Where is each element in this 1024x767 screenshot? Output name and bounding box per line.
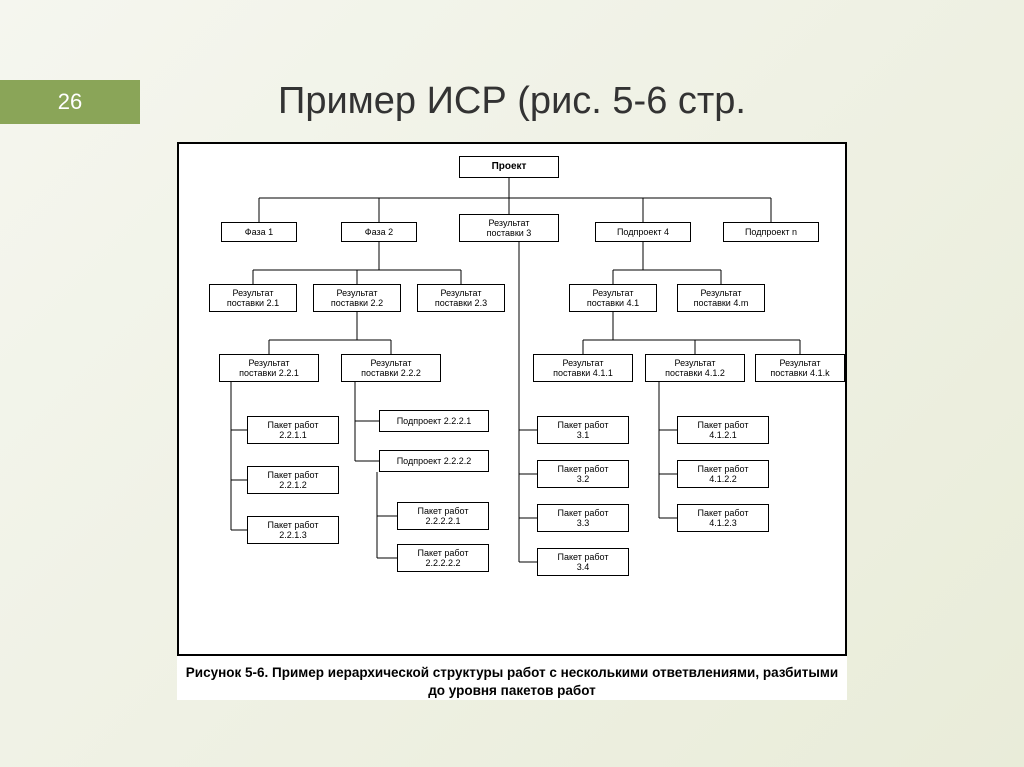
wbs-node-r41: Результат поставки 4.1	[569, 284, 657, 312]
wbs-node-p33: Пакет работ 3.3	[537, 504, 629, 532]
page-background: 26 Пример ИСР (рис. 5-6 стр. ПроектФаза …	[0, 0, 1024, 767]
wbs-node-p2211: Пакет работ 2.2.1.1	[247, 416, 339, 444]
wbs-node-root: Проект	[459, 156, 559, 178]
wbs-node-r41k: Результат поставки 4.1.k	[755, 354, 845, 382]
wbs-node-res3: Результат поставки 3	[459, 214, 559, 242]
diagram-container: Проект Фаза 1 Фаза 2 Результат поставки 3 По…	[177, 142, 847, 700]
wbs-node-r22: Результат поставки 2.2	[313, 284, 401, 312]
wbs-node-p34: Пакет работ 3.4	[537, 548, 629, 576]
wbs-node-subn: Подпроект n	[723, 222, 819, 242]
wbs-node-r23: Результат поставки 2.3	[417, 284, 505, 312]
wbs-node-sp2222: Подпроект 2.2.2.2	[379, 450, 489, 472]
wbs-node-p22221: Пакет работ 2.2.2.2.1	[397, 502, 489, 530]
wbs-node-r21: Результат поставки 2.1	[209, 284, 297, 312]
wbs-node-sub4: Подпроект 4	[595, 222, 691, 242]
wbs-node-r222: Результат поставки 2.2.2	[341, 354, 441, 382]
wbs-node-r411: Результат поставки 4.1.1	[533, 354, 633, 382]
wbs-node-phase1: Фаза 1	[221, 222, 297, 242]
wbs-node-p4122: Пакет работ 4.1.2.2	[677, 460, 769, 488]
wbs-node-p4121: Пакет работ 4.1.2.1	[677, 416, 769, 444]
wbs-node-sp2221: Подпроект 2.2.2.1	[379, 410, 489, 432]
wbs-node-p2213: Пакет работ 2.2.1.3	[247, 516, 339, 544]
wbs-node-p32: Пакет работ 3.2	[537, 460, 629, 488]
wbs-node-p31: Пакет работ 3.1	[537, 416, 629, 444]
wbs-node-r412: Результат поставки 4.1.2	[645, 354, 745, 382]
wbs-node-phase2: Фаза 2	[341, 222, 417, 242]
wbs-node-p2212: Пакет работ 2.2.1.2	[247, 466, 339, 494]
wbs-node-r221: Результат поставки 2.2.1	[219, 354, 319, 382]
wbs-node-p4123: Пакет работ 4.1.2.3	[677, 504, 769, 532]
wbs-node-p22222: Пакет работ 2.2.2.2.2	[397, 544, 489, 572]
diagram-frame: Проект Фаза 1 Фаза 2 Результат поставки 3 По…	[177, 142, 847, 656]
figure-caption: Рисунок 5-6. Пример иерархической структ…	[177, 664, 847, 700]
page-title: Пример ИСР (рис. 5-6 стр.	[0, 80, 1024, 123]
wbs-node-r4m: Результат поставки 4.m	[677, 284, 765, 312]
